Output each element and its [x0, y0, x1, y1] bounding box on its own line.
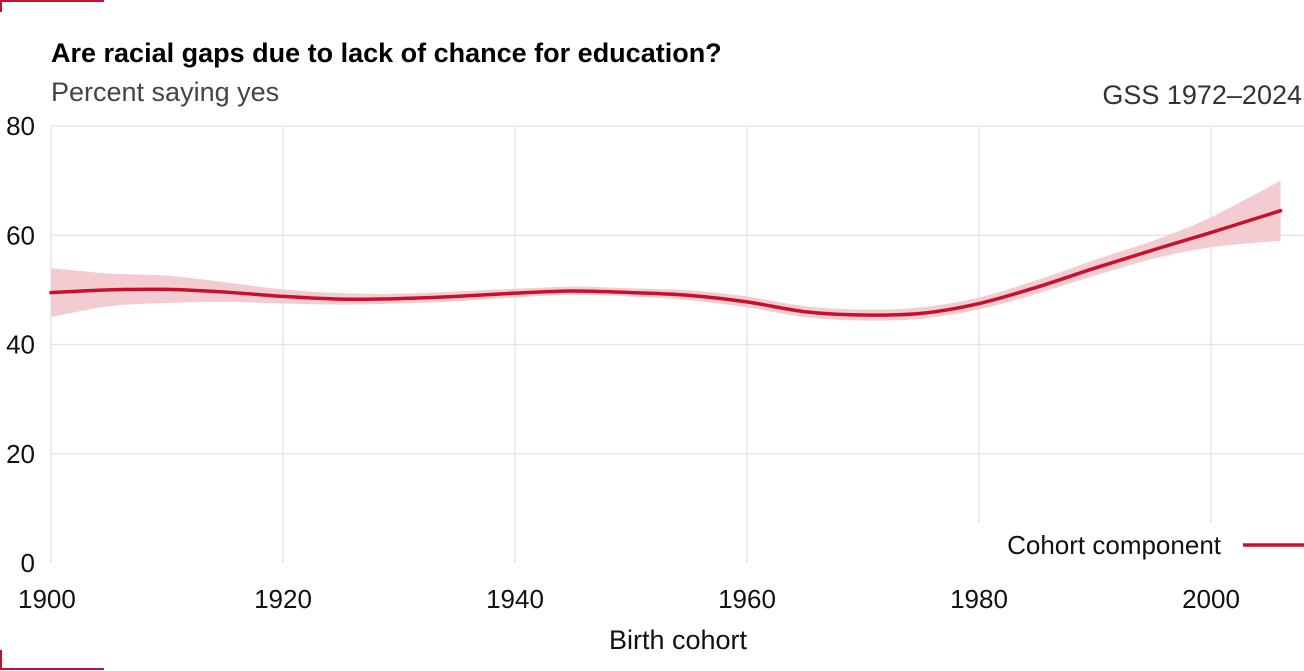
- tick-labels: 0 20 40 60 80 1900 1920 1940 1960 1980 2000: [6, 111, 1240, 614]
- series-line-layer: [49, 208, 1283, 317]
- chart-source: GSS 1972–2024: [1102, 80, 1302, 110]
- y-tick-label-0: 0: [21, 548, 35, 578]
- y-tick-label-20: 20: [6, 439, 35, 469]
- confidence-band-layer: [51, 180, 1281, 321]
- corner-mark-bottom-vertical: [0, 650, 2, 670]
- chart-subtitle: Percent saying yes: [51, 77, 279, 107]
- x-tick-label-2000: 2000: [1182, 584, 1240, 614]
- y-tick-label-60: 60: [6, 220, 35, 250]
- y-tick-label-40: 40: [6, 330, 35, 360]
- x-tick-label-1940: 1940: [486, 584, 544, 614]
- x-tick-label-1900: 1900: [18, 584, 76, 614]
- x-tick-label-1960: 1960: [718, 584, 776, 614]
- x-tick-label-1980: 1980: [950, 584, 1008, 614]
- y-tick-label-80: 80: [6, 111, 35, 141]
- legend-label-cohort-component: Cohort component: [1007, 530, 1222, 560]
- corner-mark-bottom-horizontal: [0, 668, 104, 670]
- corner-mark-top-vertical: [0, 0, 2, 12]
- chart-title: Are racial gaps due to lack of chance fo…: [51, 38, 722, 68]
- confidence-band-cohort-component: [51, 180, 1281, 321]
- series-line-cohort-component: [49, 208, 1283, 317]
- grid: [50, 125, 1304, 563]
- corner-mark-top-horizontal: [0, 0, 104, 2]
- legend: Cohort component: [962, 523, 1304, 569]
- x-tick-label-1920: 1920: [254, 584, 312, 614]
- x-axis-label: Birth cohort: [609, 625, 748, 655]
